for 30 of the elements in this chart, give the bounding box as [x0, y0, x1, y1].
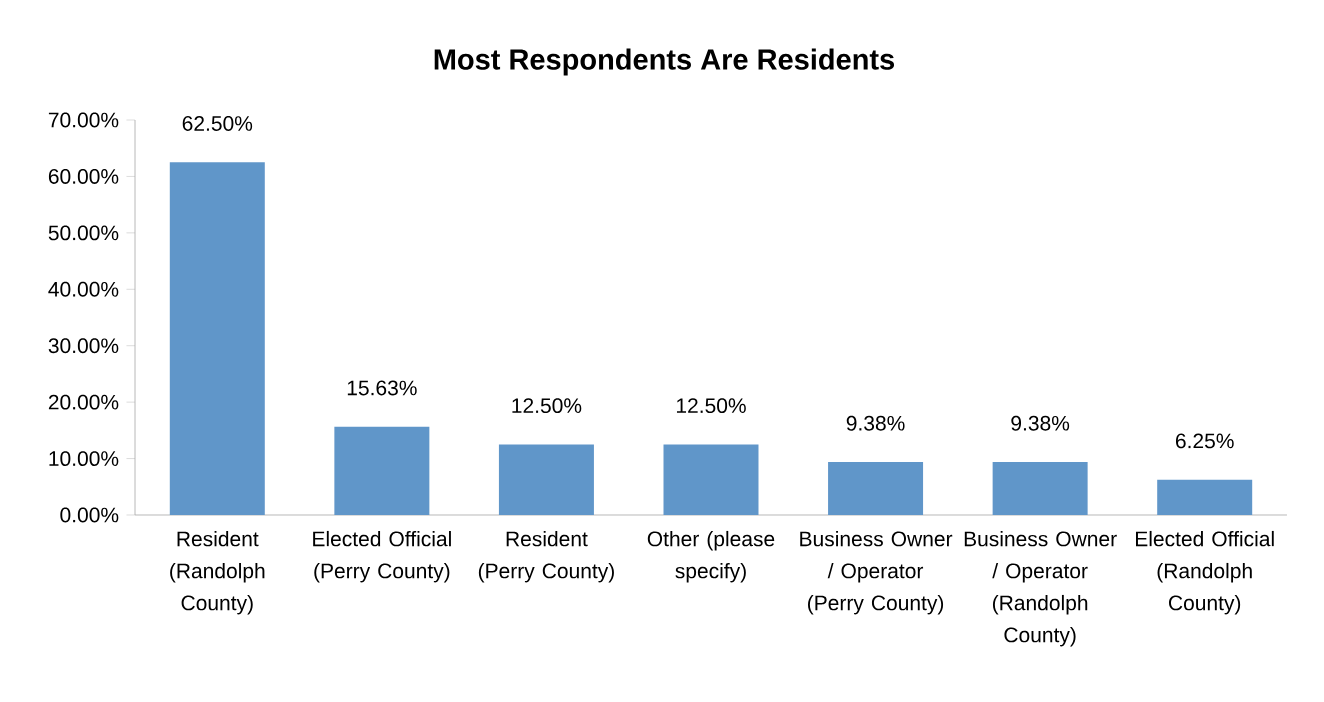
x-tick-label: Resident (Perry County) [478, 530, 614, 583]
bar [1157, 479, 1253, 515]
y-tick-label: 50.00% [48, 225, 119, 241]
bar [992, 462, 1088, 515]
data-label: 9.38% [846, 415, 905, 431]
data-label: 9.38% [1011, 415, 1070, 431]
bar [828, 462, 924, 515]
y-tick-label: 70.00% [48, 112, 119, 128]
x-tick-label: Business Owner / Operator (Randolph County) [964, 530, 1117, 647]
chart-title: Most Respondents Are Residents [434, 48, 895, 76]
data-label: 12.50% [676, 398, 746, 414]
x-tick-label: Elected Official (Perry County) [313, 530, 451, 583]
data-label: 6.25% [1175, 433, 1234, 449]
x-tick-label: Business Owner / Operator (Perry County) [800, 530, 953, 615]
x-tick-label: Elected Official (Randolph County) [1136, 530, 1274, 615]
bar [169, 162, 265, 515]
data-label: 62.50% [182, 116, 253, 131]
y-tick-label: 10.00% [49, 451, 119, 467]
bar [334, 426, 430, 515]
data-label: 15.63% [347, 380, 417, 396]
data-label: 12.50% [512, 398, 582, 414]
x-tick-label: Other (please specify) [647, 530, 775, 583]
y-tick-label: 0.00% [60, 507, 119, 523]
bar [498, 444, 594, 515]
x-tick-label: Resident (Randolph County) [170, 530, 265, 615]
y-tick-label: 30.00% [48, 338, 119, 354]
y-tick-label: 60.00% [48, 169, 119, 184]
bar [663, 444, 759, 515]
y-tick-label: 20.00% [48, 394, 119, 410]
y-tick-label: 40.00% [48, 281, 119, 297]
